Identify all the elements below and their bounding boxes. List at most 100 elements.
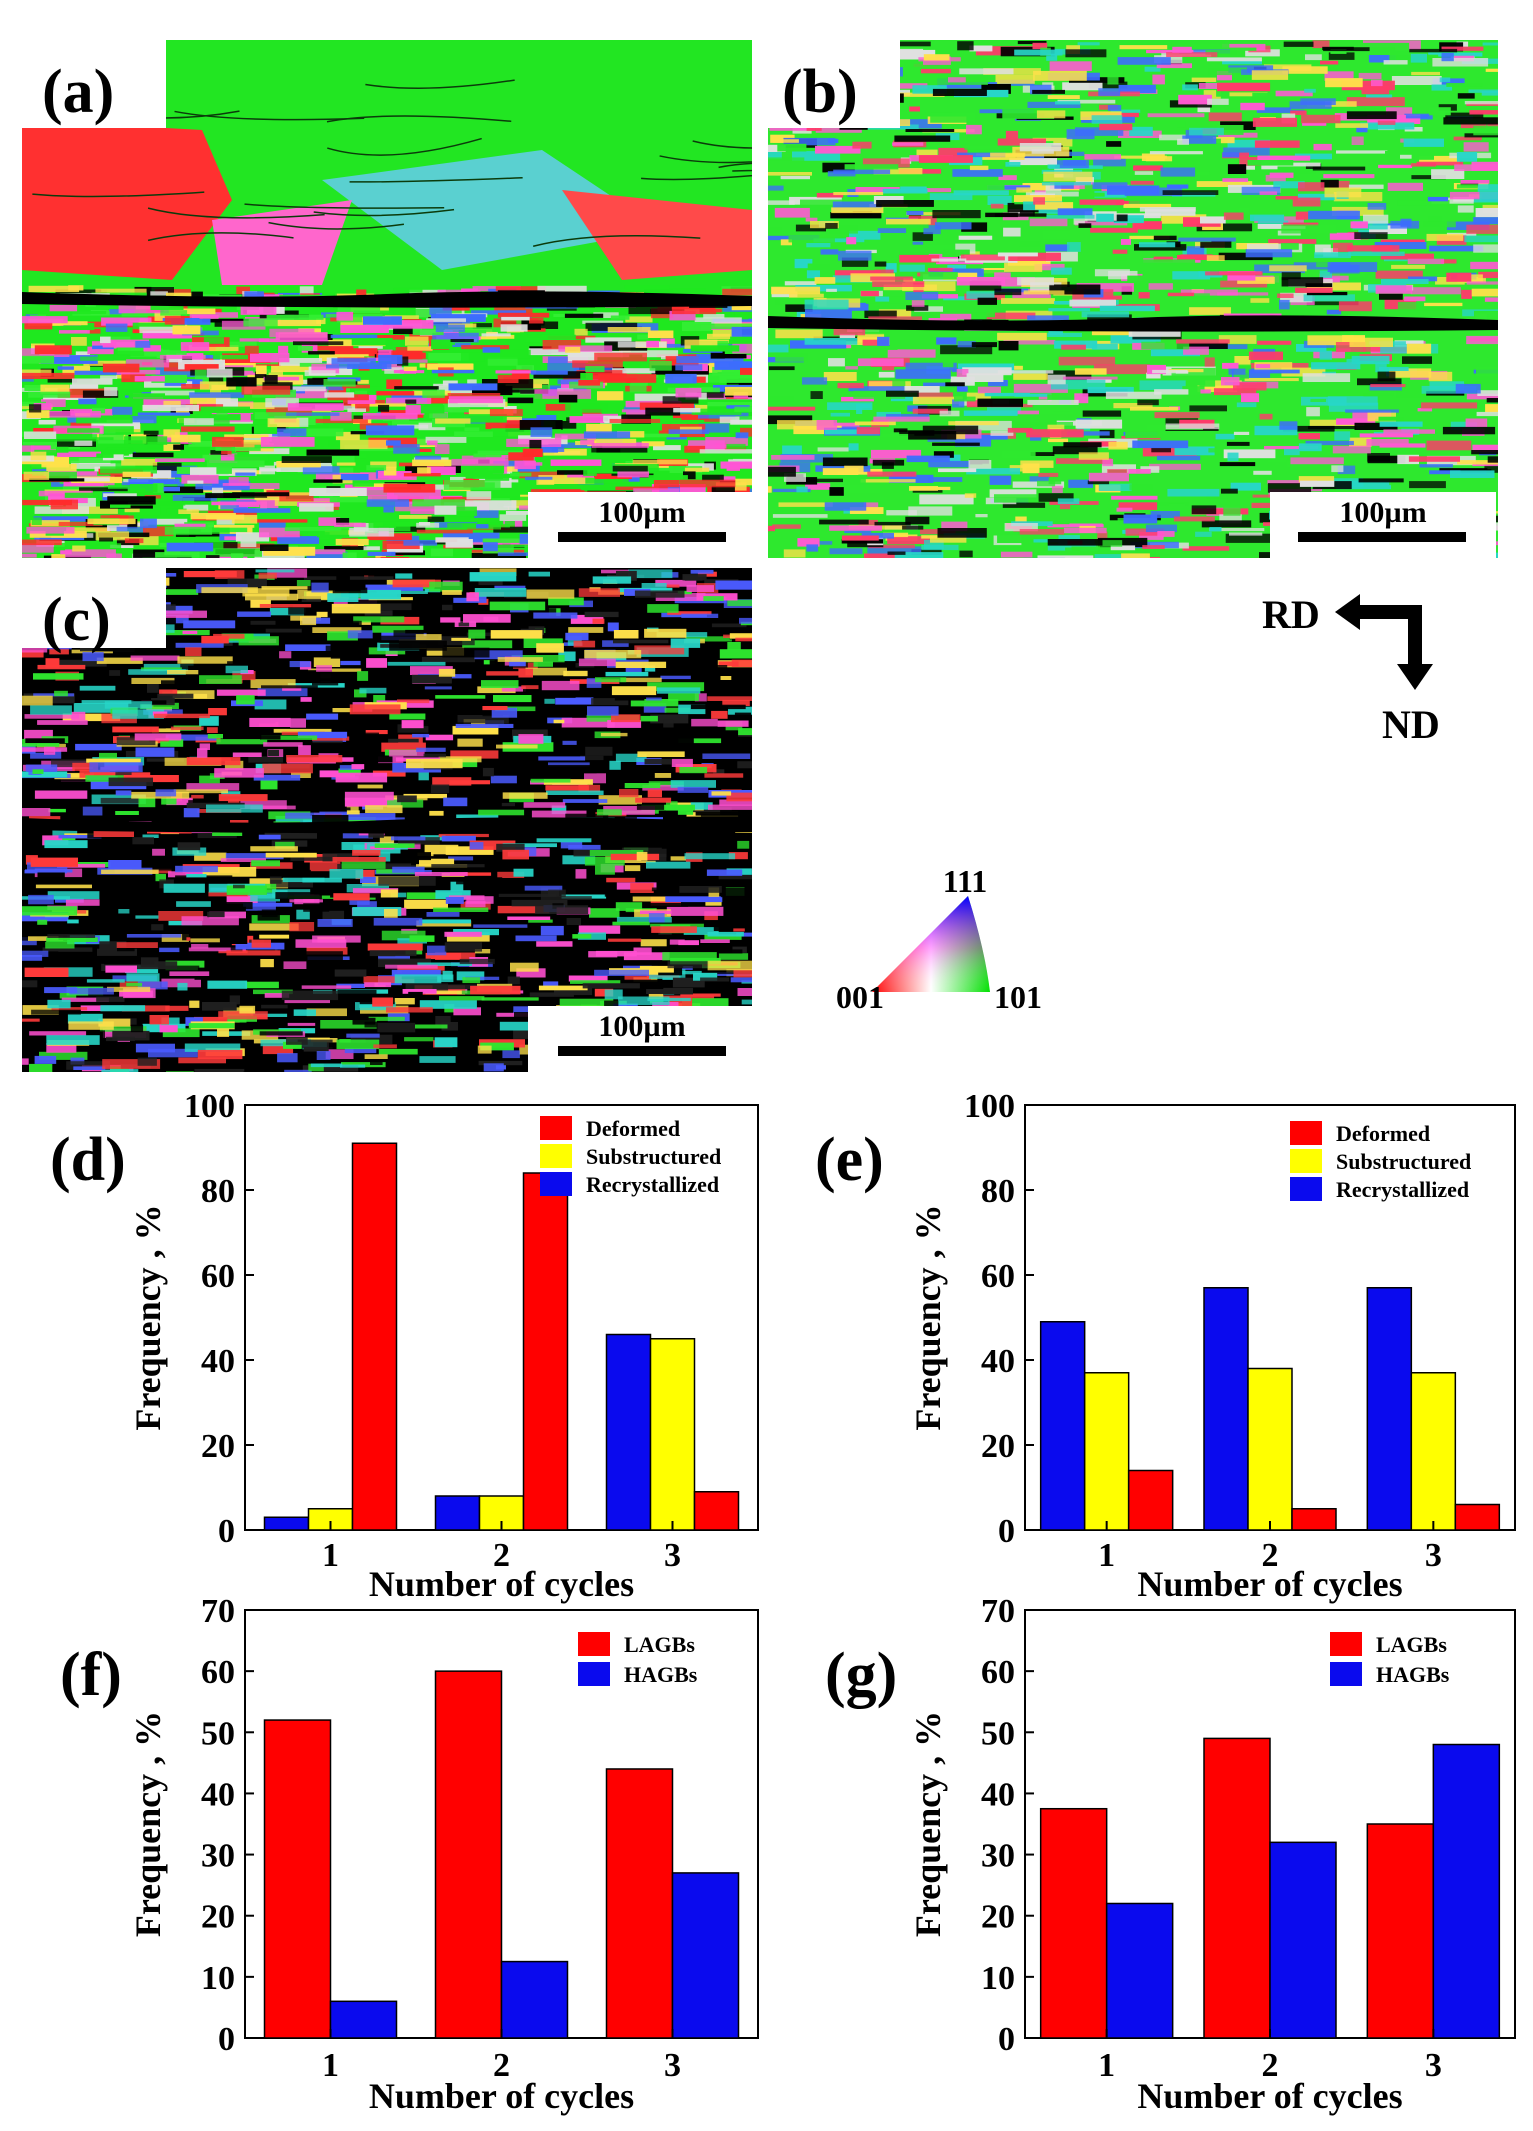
bar-deformed-cycle-2 <box>522 1172 569 1531</box>
y-axis-label: Frequency , % <box>128 1204 168 1430</box>
y-tick-label: 0 <box>998 2021 1015 2058</box>
y-tick-label: 40 <box>201 1776 235 1813</box>
legend-label-recrystallized: Recrystallized <box>1336 1177 1469 1202</box>
y-axis-label: Frequency , % <box>128 1711 168 1937</box>
x-tick-label: 3 <box>664 1537 681 1574</box>
legend-swatch <box>540 1116 572 1140</box>
y-tick-label: 100 <box>184 1088 235 1125</box>
y-tick-label: 20 <box>201 1899 235 1936</box>
y-tick-label: 80 <box>201 1173 235 1210</box>
bar-lagbs-cycle-2 <box>1203 1737 1271 2039</box>
bar-deformed-cycle-1 <box>351 1142 398 1531</box>
bar-substructured-cycle-2 <box>1247 1367 1293 1531</box>
scale-bar-b-label: 100µm <box>1339 496 1426 529</box>
y-tick-label: 30 <box>981 1838 1015 1875</box>
y-tick-label: 60 <box>981 1654 1015 1691</box>
bar-recrystallized-cycle-1 <box>263 1516 310 1531</box>
legend-swatch <box>1290 1177 1322 1201</box>
y-tick-label: 0 <box>218 2021 235 2058</box>
scale-bar-c: 100µm <box>528 1006 756 1072</box>
y-tick-label: 50 <box>201 1715 235 1752</box>
legend: Deformed Substructured Recrystallized <box>1290 1121 1471 1202</box>
bar-lagbs-cycle-3 <box>605 1768 674 2039</box>
bar-lagbs-cycle-2 <box>434 1670 503 2039</box>
scale-bar-a-label: 100µm <box>598 496 685 529</box>
y-axis-label: Frequency , % <box>908 1711 948 1937</box>
y-tick-label: 70 <box>981 1593 1015 1630</box>
ipf-color-key: 111 001 101 <box>836 863 1042 1015</box>
bar-recrystallized-cycle-3 <box>1366 1287 1413 1531</box>
y-tick-label: 10 <box>201 1960 235 1997</box>
x-tick-label: 1 <box>322 1537 339 1574</box>
legend-label-lagbs: LAGBs <box>624 1632 695 1657</box>
legend-label-substructured: Substructured <box>586 1144 721 1169</box>
y-tick-label: 20 <box>981 1899 1015 1936</box>
x-tick-label: 1 <box>322 2047 339 2084</box>
panel-label-f: (f) <box>60 1641 122 1709</box>
ipf-label-111: 111 <box>943 863 987 899</box>
x-tick-label: 3 <box>1425 1537 1442 1574</box>
panel-label-d: (d) <box>50 1126 126 1194</box>
legend-swatch <box>540 1144 572 1168</box>
legend: LAGBs HAGBs <box>1330 1632 1450 1687</box>
ebsd-map-b <box>768 40 1498 558</box>
legend-label-deformed: Deformed <box>586 1116 680 1141</box>
x-tick-label: 2 <box>493 2047 510 2084</box>
rd-label: RD <box>1262 592 1320 637</box>
bar-recrystallized-cycle-2 <box>1203 1287 1249 1531</box>
x-axis-label: Number of cycles <box>1137 2076 1402 2116</box>
legend-label-lagbs: LAGBs <box>1376 1632 1447 1657</box>
legend: LAGBs HAGBs <box>578 1632 698 1687</box>
y-tick-label: 10 <box>981 1960 1015 1997</box>
y-tick-label: 70 <box>201 1593 235 1630</box>
rd-arrow-icon <box>1353 605 1422 668</box>
x-tick-label: 2 <box>1262 1537 1279 1574</box>
bar-deformed-cycle-3 <box>1454 1503 1501 1531</box>
bar-substructured-cycle-3 <box>649 1338 696 1531</box>
y-tick-label: 40 <box>201 1343 235 1380</box>
legend-label-hagbs: HAGBs <box>1376 1662 1450 1687</box>
legend-swatch <box>578 1662 610 1686</box>
ipf-label-001: 001 <box>836 979 884 1015</box>
y-tick-label: 100 <box>964 1088 1015 1125</box>
nd-arrowhead-icon <box>1397 664 1433 690</box>
bar-hagbs-cycle-2 <box>1269 1841 1337 2039</box>
scale-bar-b: 100µm <box>1270 492 1496 558</box>
y-tick-label: 30 <box>201 1838 235 1875</box>
x-axis-label: Number of cycles <box>1137 1564 1402 1604</box>
bar-deformed-cycle-1 <box>1127 1469 1174 1531</box>
panel-label-e: (e) <box>815 1126 884 1194</box>
bar-recrystallized-cycle-3 <box>605 1333 652 1531</box>
bar-hagbs-cycle-3 <box>1432 1743 1501 2039</box>
legend-swatch <box>1290 1149 1322 1173</box>
scale-bar-c-label: 100µm <box>598 1010 685 1043</box>
bar-deformed-cycle-3 <box>693 1491 740 1531</box>
rd-arrowhead-icon <box>1335 594 1360 630</box>
y-tick-label: 60 <box>201 1654 235 1691</box>
x-axis-label: Number of cycles <box>369 1564 634 1604</box>
y-tick-label: 0 <box>218 1513 235 1550</box>
x-tick-label: 2 <box>1262 2047 1279 2084</box>
x-axis-label: Number of cycles <box>369 2076 634 2116</box>
y-tick-label: 40 <box>981 1776 1015 1813</box>
y-tick-label: 60 <box>981 1258 1015 1295</box>
legend-label-recrystallized: Recrystallized <box>586 1172 719 1197</box>
y-axis-label: Frequency , % <box>908 1204 948 1430</box>
panel-label-c: (c) <box>42 586 111 654</box>
legend-swatch <box>578 1632 610 1656</box>
bar-hagbs-cycle-1 <box>1105 1902 1174 2039</box>
chart-f: (f) 0 10 20 30 40 50 60 70 Frequency , % 1 2 3 Number… <box>60 1593 759 2116</box>
y-tick-label: 50 <box>981 1715 1015 1752</box>
chart-g: (g) 0 10 20 30 40 50 60 70 Frequency , % 1 2 3 Number… <box>825 1593 1516 2116</box>
legend-label-substructured: Substructured <box>1336 1149 1471 1174</box>
legend-swatch <box>540 1172 572 1196</box>
bar-lagbs-cycle-1 <box>1039 1807 1108 2039</box>
y-tick-label: 60 <box>201 1258 235 1295</box>
bar-hagbs-cycle-1 <box>329 2000 398 2039</box>
panel-label-b: (b) <box>782 58 858 126</box>
y-tick-label: 20 <box>201 1428 235 1465</box>
chart-e: (e) 0 20 40 60 80 100 Frequency , % 1 2 3 Number of… <box>815 1088 1516 1604</box>
ebsd-map-c <box>22 568 752 1072</box>
scale-bar-a: 100µm <box>528 492 756 558</box>
